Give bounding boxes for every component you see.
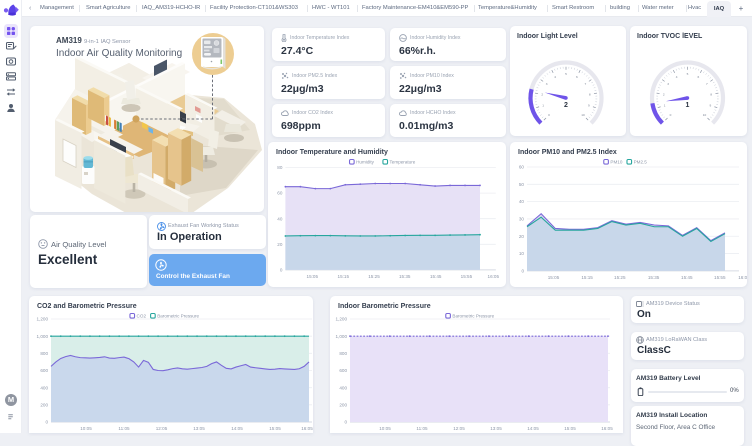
- svg-text:60: 60: [519, 165, 525, 170]
- svg-text:40: 40: [277, 216, 283, 221]
- svg-text:0: 0: [45, 420, 48, 425]
- svg-text:15:15: 15:15: [581, 275, 593, 280]
- svg-text:7: 7: [706, 82, 708, 86]
- svg-text:15:25: 15:25: [614, 275, 626, 280]
- svg-text:1: 1: [686, 102, 690, 109]
- svg-text:0: 0: [670, 113, 672, 117]
- svg-text:16:05: 16:05: [488, 274, 500, 279]
- svg-text:50: 50: [519, 182, 525, 187]
- svg-text:9: 9: [709, 104, 711, 108]
- svg-text:CO2: CO2: [137, 314, 147, 319]
- svg-text:600: 600: [40, 368, 48, 373]
- svg-text:0: 0: [344, 420, 347, 425]
- svg-text:400: 400: [40, 385, 48, 390]
- svg-text:20: 20: [519, 234, 525, 239]
- svg-text:3: 3: [667, 82, 669, 86]
- svg-text:4: 4: [554, 75, 556, 79]
- svg-text:400: 400: [339, 385, 347, 390]
- svg-text:15:05: 15:05: [548, 275, 560, 280]
- svg-text:30: 30: [519, 217, 525, 222]
- svg-text:0: 0: [521, 269, 524, 274]
- svg-text:15:45: 15:45: [681, 275, 693, 280]
- svg-text:10:05: 10:05: [379, 426, 391, 431]
- svg-text:PM10: PM10: [610, 160, 622, 165]
- svg-text:800: 800: [339, 351, 347, 356]
- svg-text:Humidity: Humidity: [356, 160, 375, 165]
- svg-text:200: 200: [40, 402, 48, 407]
- svg-text:800: 800: [40, 351, 48, 356]
- svg-text:1: 1: [542, 104, 544, 108]
- svg-text:1: 1: [664, 104, 666, 108]
- svg-text:15:45: 15:45: [430, 274, 442, 279]
- svg-text:10:05: 10:05: [80, 426, 92, 431]
- svg-text:15:35: 15:35: [399, 274, 411, 279]
- svg-text:40: 40: [519, 199, 525, 204]
- svg-text:6: 6: [698, 75, 700, 79]
- svg-text:1,200: 1,200: [37, 317, 49, 322]
- svg-text:Temperature: Temperature: [390, 160, 416, 165]
- svg-text:15:05: 15:05: [269, 426, 281, 431]
- svg-text:10: 10: [703, 113, 707, 117]
- svg-text:15:35: 15:35: [648, 275, 660, 280]
- svg-text:80: 80: [277, 165, 283, 170]
- svg-text:15:55: 15:55: [461, 274, 473, 279]
- svg-text:12:05: 12:05: [156, 426, 168, 431]
- svg-text:Barometric Pressure: Barometric Pressure: [452, 314, 494, 319]
- svg-text:2: 2: [564, 102, 568, 109]
- svg-text:60: 60: [277, 191, 283, 196]
- svg-text:8: 8: [710, 92, 712, 96]
- svg-text:9: 9: [587, 104, 589, 108]
- svg-text:1,200: 1,200: [336, 317, 348, 322]
- svg-text:6: 6: [576, 75, 578, 79]
- svg-text:15:05: 15:05: [307, 274, 319, 279]
- svg-text:Barometric Pressure: Barometric Pressure: [157, 314, 199, 319]
- svg-text:12:05: 12:05: [453, 426, 465, 431]
- svg-text:1,000: 1,000: [37, 334, 49, 339]
- svg-text:5: 5: [687, 72, 689, 76]
- svg-text:15:25: 15:25: [368, 274, 380, 279]
- svg-text:14:05: 14:05: [231, 426, 243, 431]
- svg-text:7: 7: [584, 82, 586, 86]
- svg-text:16:05: 16:05: [738, 275, 746, 280]
- svg-text:2: 2: [663, 92, 665, 96]
- svg-text:11:05: 11:05: [118, 426, 130, 431]
- svg-text:8: 8: [588, 92, 590, 96]
- svg-text:20: 20: [277, 242, 283, 247]
- svg-text:15:05: 15:05: [564, 426, 576, 431]
- svg-text:0: 0: [280, 268, 283, 273]
- svg-text:1,000: 1,000: [336, 334, 348, 339]
- svg-text:PM2.5: PM2.5: [634, 160, 648, 165]
- svg-text:16:05: 16:05: [601, 426, 613, 431]
- svg-text:200: 200: [339, 402, 347, 407]
- svg-text:16:05: 16:05: [301, 426, 313, 431]
- svg-text:11:05: 11:05: [416, 426, 428, 431]
- svg-text:5: 5: [565, 72, 567, 76]
- svg-text:10: 10: [581, 113, 585, 117]
- svg-text:13:05: 13:05: [490, 426, 502, 431]
- svg-text:14:05: 14:05: [527, 426, 539, 431]
- svg-text:0: 0: [548, 113, 550, 117]
- svg-text:13:05: 13:05: [193, 426, 205, 431]
- svg-text:10: 10: [519, 251, 525, 256]
- svg-text:15:55: 15:55: [714, 275, 726, 280]
- svg-text:4: 4: [676, 75, 678, 79]
- svg-text:3: 3: [545, 82, 547, 86]
- svg-text:2: 2: [541, 92, 543, 96]
- svg-text:15:15: 15:15: [338, 274, 350, 279]
- svg-text:600: 600: [339, 368, 347, 373]
